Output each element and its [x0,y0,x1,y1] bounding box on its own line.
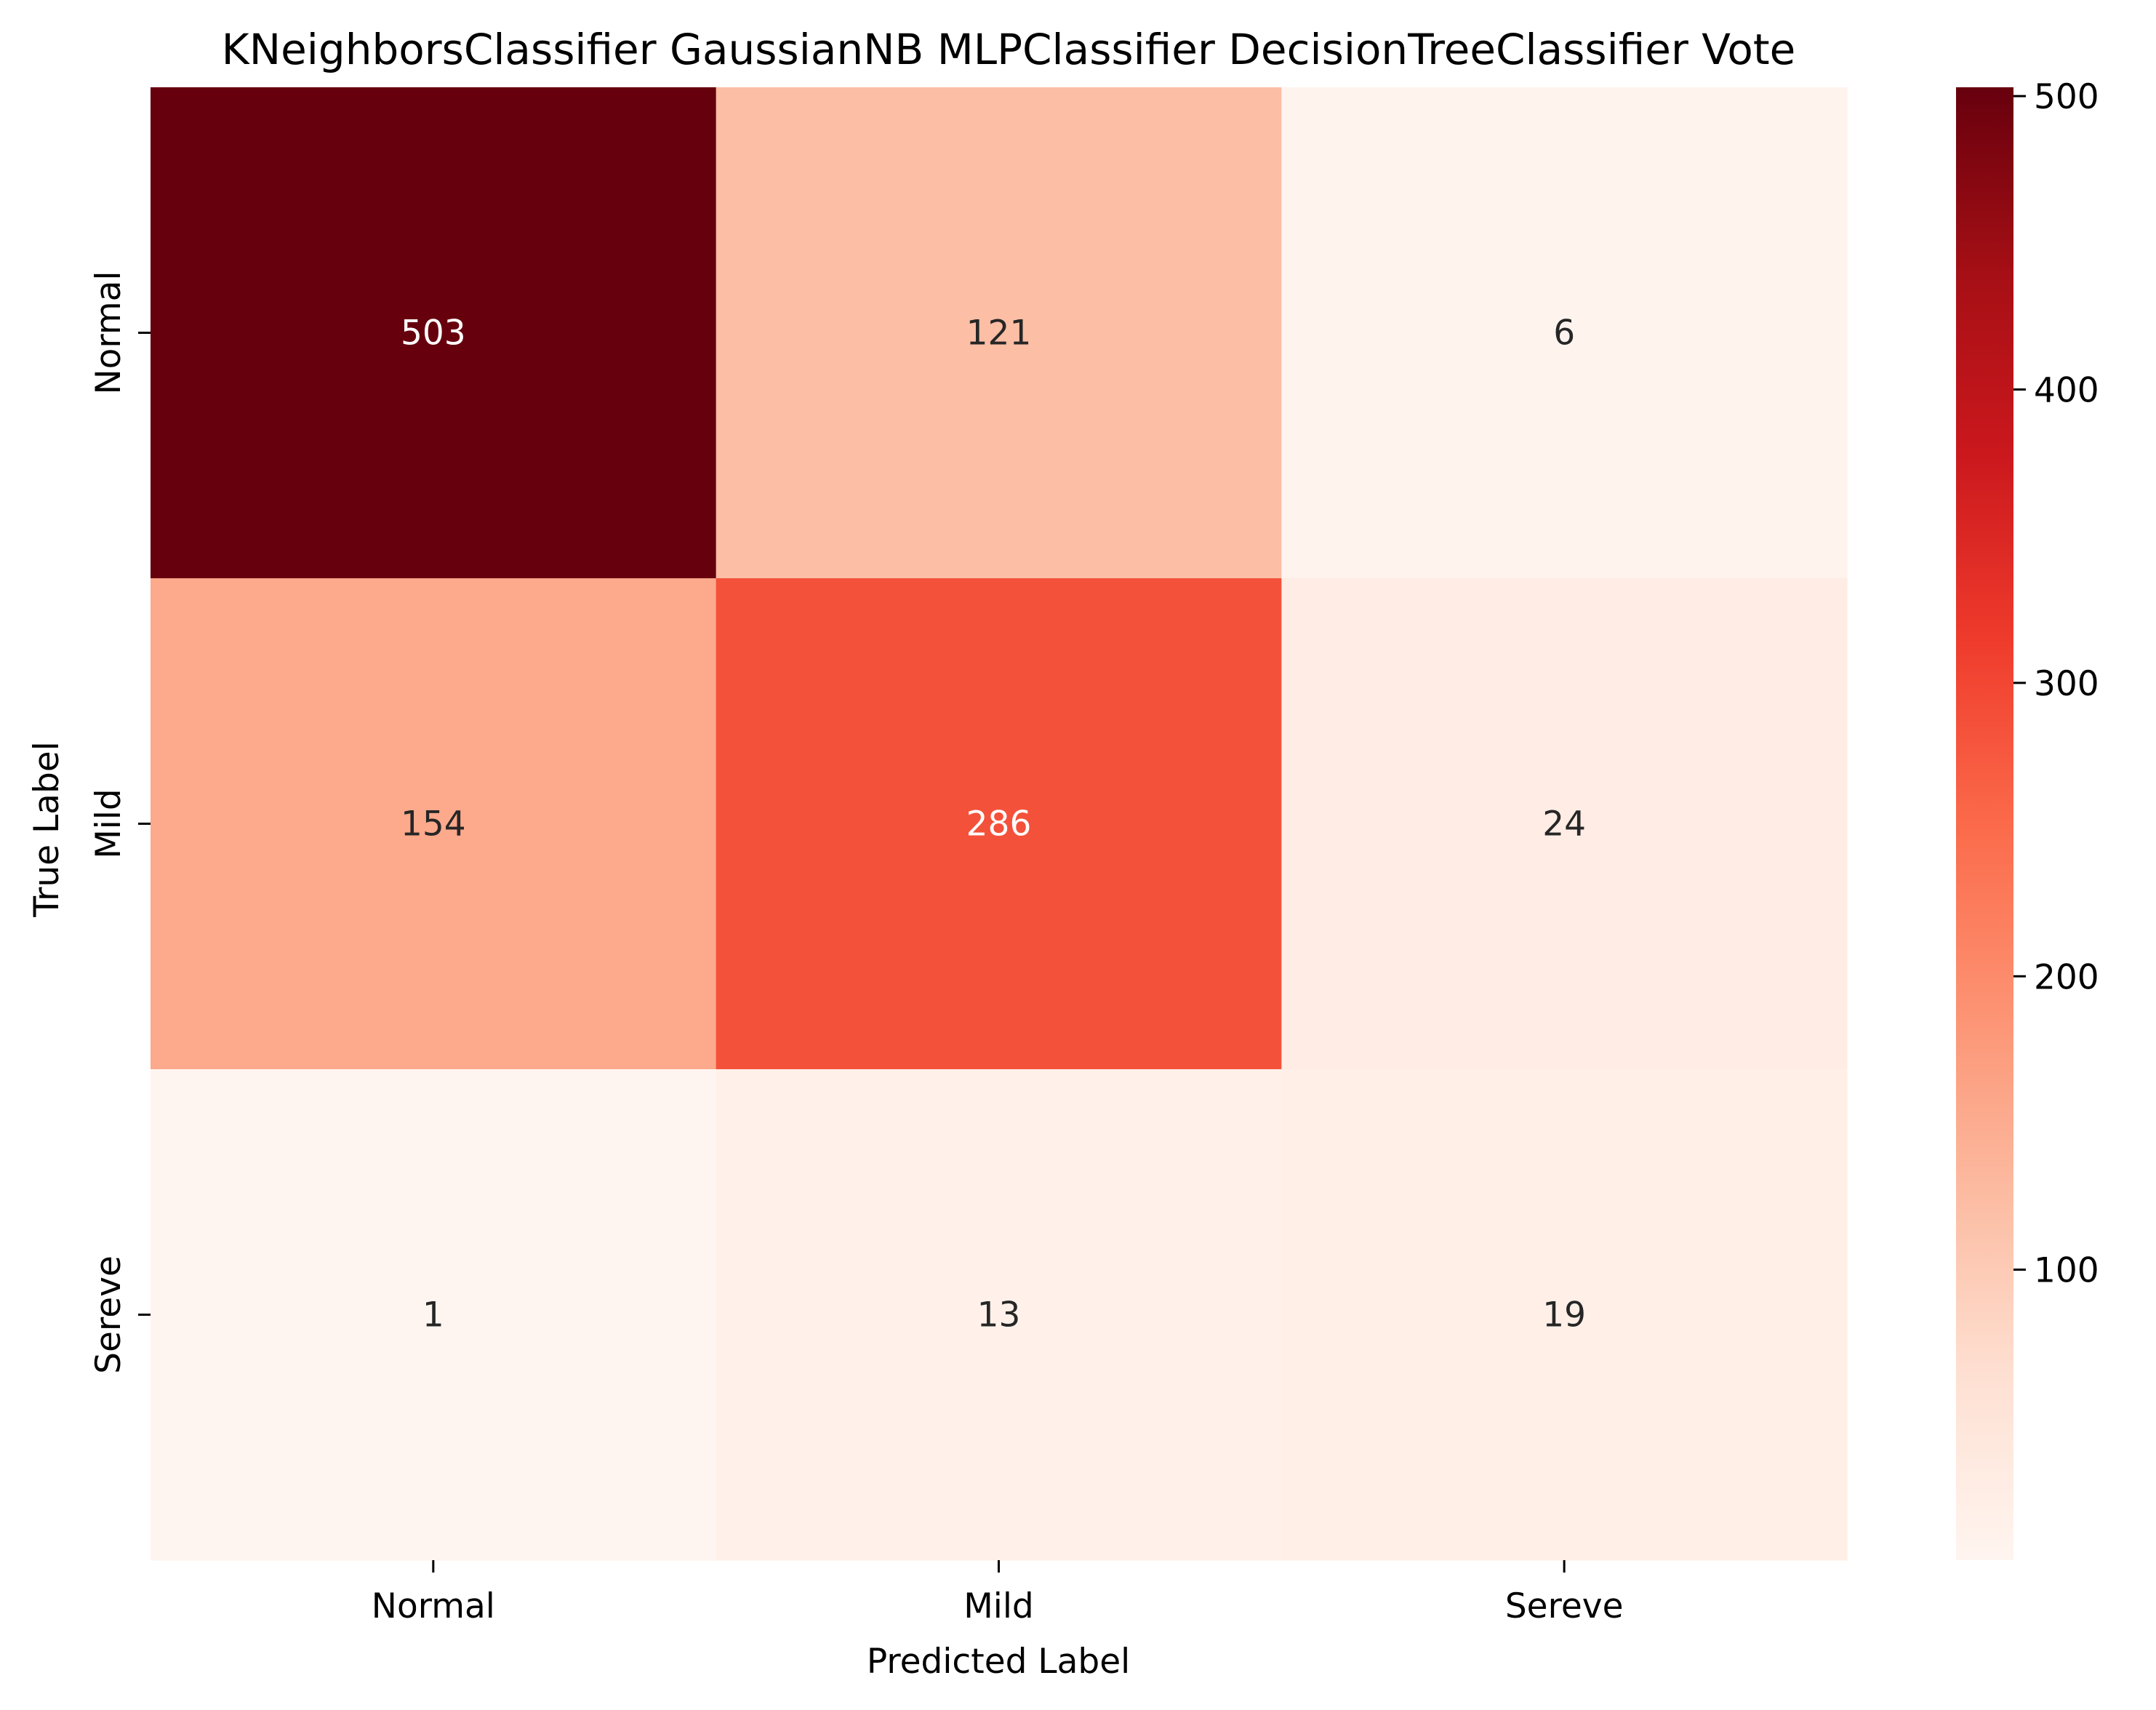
cell-value-label: 19 [1542,1295,1586,1335]
cell-value-label: 121 [966,313,1032,353]
x-tick-label: Mild [963,1586,1034,1626]
heatmap-cell [151,87,717,579]
x-tick-label: Normal [372,1586,495,1626]
colorbar-gradient [1956,87,2013,1560]
colorbar-tick-label: 400 [2034,370,2099,410]
y-tick-label: Mild [89,788,129,859]
x-axis-ticks: Normal Mild Sereve [372,1560,1624,1626]
cell-value-label: 503 [401,313,466,353]
y-tick-label: Normal [89,271,129,394]
colorbar-tick-label: 100 [2034,1251,2099,1291]
cell-value-label: 154 [401,804,466,844]
heatmap-cell [716,578,1282,1070]
y-axis-ticks: Normal Mild Sereve [89,271,151,1374]
y-axis-label: True Label [27,741,67,918]
cell-value-label: 13 [977,1295,1021,1335]
heatmap-cell [1281,578,1848,1070]
cell-value-label: 6 [1553,313,1575,353]
heatmap-cell [151,578,717,1070]
colorbar-ticks: 100 200 300 400 500 [2013,77,2099,1291]
cell-value-label: 286 [966,804,1032,844]
chart-title: KNeighborsClassifier GaussianNB MLPClass… [222,25,1796,74]
colorbar-tick-label: 300 [2034,664,2099,704]
heatmap-cell [151,1069,717,1561]
x-tick-label: Sereve [1505,1586,1624,1626]
heatmap-cell [716,87,1282,579]
y-tick-label: Sereve [89,1255,129,1374]
heatmap-cell [1281,1069,1848,1561]
colorbar-tick-label: 200 [2034,957,2099,997]
cell-value-label: 1 [422,1295,444,1335]
heatmap-cells [151,87,1848,1561]
heatmap-cell [716,1069,1282,1561]
x-axis-label: Predicted Label [867,1642,1130,1682]
cell-value-label: 24 [1542,804,1586,844]
cell-annotations: 503 121 6 154 286 24 1 13 19 [401,313,1586,1335]
colorbar: 100 200 300 400 500 [1956,77,2099,1560]
colorbar-tick-label: 500 [2034,77,2099,117]
heatmap-cell [1281,87,1848,579]
